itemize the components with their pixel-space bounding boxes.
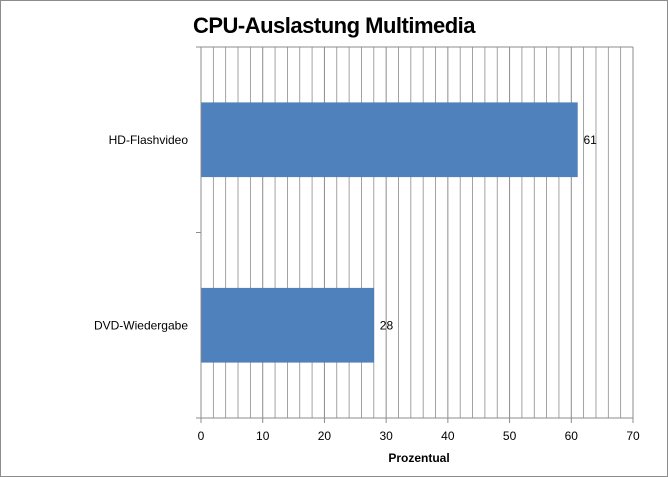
- category-label: DVD-Wiedergabe: [94, 318, 188, 332]
- x-tick-label: 70: [626, 429, 640, 443]
- x-tick-label: 30: [379, 429, 393, 443]
- x-axis-title: Prozentual: [388, 451, 450, 465]
- x-tick-label: 40: [441, 429, 455, 443]
- x-tick-label: 60: [565, 429, 579, 443]
- category-label: HD-Flashvideo: [109, 133, 189, 147]
- chart-title: CPU-Auslastung Multimedia: [192, 13, 476, 38]
- labels: HD-Flashvideo 61 DVD-Wiedergabe 28 0 10 20 30 40…: [94, 133, 640, 443]
- data-label: 28: [380, 318, 394, 332]
- x-tick-label: 50: [503, 429, 517, 443]
- data-label: 61: [583, 133, 597, 147]
- x-tick-label: 10: [256, 429, 270, 443]
- axes: [196, 46, 634, 423]
- bar-dvd-wiedergabe: [200, 287, 375, 363]
- x-tick-label: 20: [318, 429, 332, 443]
- x-tick-label: 0: [198, 429, 205, 443]
- bar-hd-flashvideo: [200, 102, 578, 178]
- bars: [200, 102, 578, 363]
